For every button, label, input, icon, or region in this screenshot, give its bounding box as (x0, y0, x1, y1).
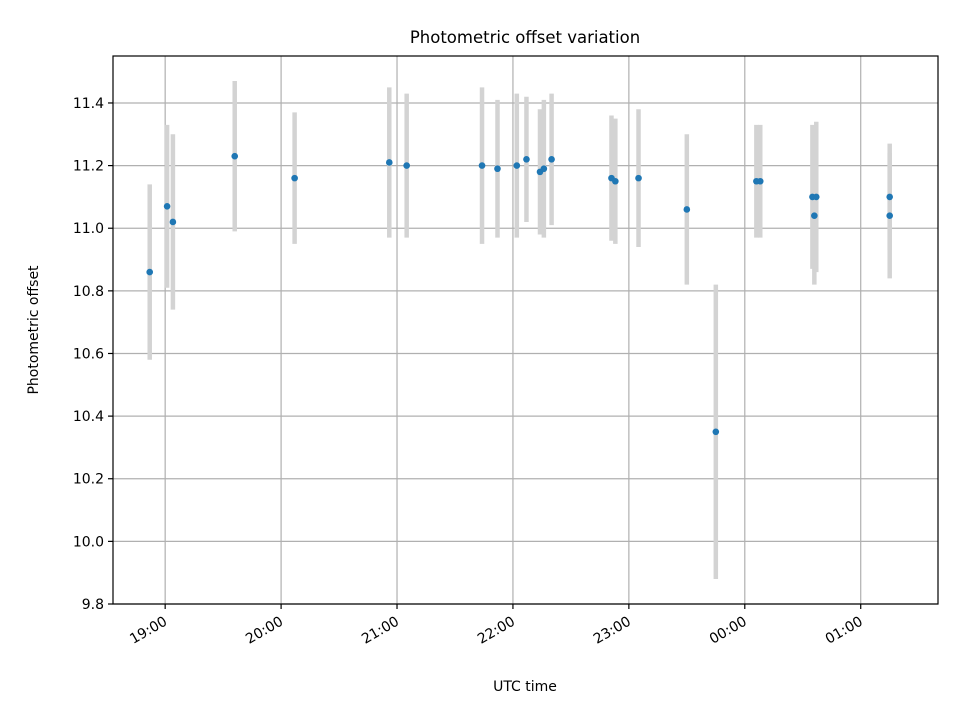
y-tick-label: 11.4 (73, 96, 104, 112)
y-tick-label: 11.2 (73, 159, 104, 175)
data-point (146, 268, 154, 276)
data-point (478, 162, 486, 169)
chart-title: Photometric offset variation (410, 28, 640, 47)
y-tick-label: 10.0 (73, 534, 104, 550)
y-tick-label: 10.6 (73, 346, 104, 362)
data-point (612, 177, 619, 185)
data-point (291, 174, 298, 182)
data-point (548, 156, 555, 163)
y-axis-label: Photometric offset (26, 265, 42, 395)
data-point (683, 206, 691, 213)
data-point (635, 174, 642, 182)
data-point (231, 152, 239, 160)
y-tick-label: 11.0 (73, 221, 104, 237)
data-point (513, 162, 521, 169)
x-axis-label: UTC time (493, 679, 557, 695)
data-point (169, 218, 177, 226)
y-axis-ticks: 9.8 10.0 10.2 10.4 10.6 10.8 11.0 11.2 11.4 (73, 96, 113, 613)
data-point (712, 428, 720, 436)
data-point (886, 212, 893, 220)
data-point (811, 212, 818, 220)
data-point (385, 159, 393, 166)
data-point (403, 162, 410, 169)
y-tick-label: 9.8 (82, 597, 104, 613)
data-point (756, 177, 764, 185)
y-tick-label: 10.2 (73, 472, 104, 488)
y-tick-label: 10.8 (73, 284, 104, 300)
data-point (523, 156, 530, 163)
y-tick-label: 10.4 (73, 409, 104, 425)
plot-frame (112, 55, 939, 605)
data-point (886, 193, 893, 201)
data-point (540, 165, 548, 173)
data-point (163, 203, 171, 210)
data-point (494, 165, 501, 173)
data-point (812, 193, 820, 201)
data-points (146, 152, 893, 436)
